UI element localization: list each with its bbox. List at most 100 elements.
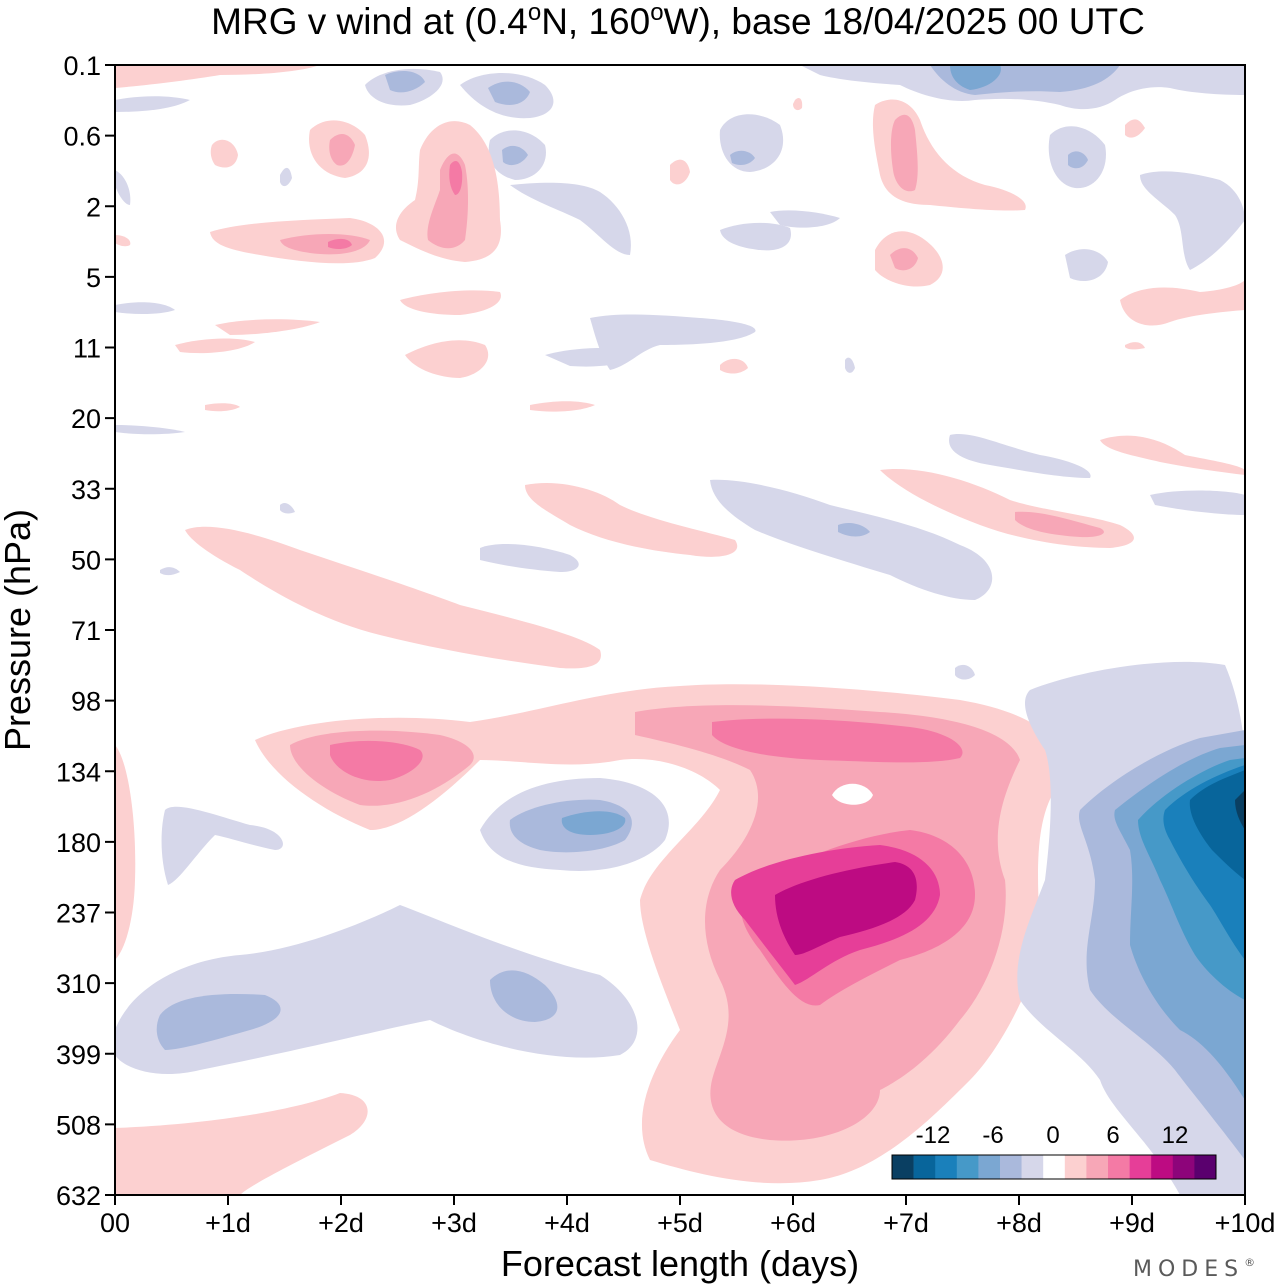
contour-region [955,664,975,680]
colorbar-swatch [1043,1155,1066,1179]
x-tick-label: +8d [996,1208,1042,1238]
colorbar-swatch [913,1155,936,1179]
contour-region [890,114,918,192]
y-axis-label: Pressure (hPa) [0,509,38,751]
y-tick-label: 2 [86,192,101,222]
contour-region [449,160,463,195]
contour-region [329,133,355,166]
y-axis: 0.1 0.6 2 5 11 20 33 50 71 98 134 180 237 310 399 508 63… [56,51,115,1211]
y-tick-label: 71 [71,616,101,646]
colorbar-swatch [956,1155,979,1179]
chart-title: MRG v wind at (0.4oN, 160oW), base 18/04… [211,0,1145,42]
x-axis: 00 +1d +2d +3d +4d +5d +6d +7d +8d +9d +10d [100,1195,1275,1238]
contour-region [1125,119,1145,138]
contour-region [175,338,255,354]
contour-region [115,302,175,315]
contour-region [210,139,238,168]
contour-region [115,170,131,205]
contour-region [793,97,803,111]
y-tick-label: 33 [71,475,101,505]
contour-region [832,783,873,805]
contour-region [205,403,240,412]
y-tick-label: 11 [73,334,101,364]
colorbar-swatch [1000,1155,1022,1179]
colorbar-label: -12 [916,1122,951,1149]
contour-region [400,290,501,315]
contour-region [530,401,595,412]
contour-region [730,150,755,166]
x-tick-label: +10d [1215,1208,1276,1238]
colorbar-label: 6 [1106,1122,1119,1149]
x-tick-label: +5d [657,1208,703,1238]
contour-region [160,567,180,576]
contour-region [280,167,292,187]
y-tick-label: 237 [56,899,101,929]
contour-region [949,434,1091,478]
x-tick-label: +1d [205,1208,251,1238]
x-tick-label: +7d [883,1208,929,1238]
contour-region [670,159,690,185]
contour-region [890,248,918,271]
contour-region [1235,790,1245,830]
colorbar-label: 12 [1162,1122,1189,1149]
contour-region [525,482,738,557]
contour-region [561,811,626,835]
y-tick-label: 98 [71,687,101,717]
colorbar-swatch [1086,1155,1109,1179]
contour-region [1120,280,1245,326]
contour-region [770,210,840,228]
y-tick-label: 0.6 [63,122,101,152]
contour-region [115,1093,368,1195]
x-tick-label: +6d [770,1208,816,1238]
contour-region [330,740,423,781]
y-tick-label: 310 [56,969,101,999]
y-tick-label: 5 [86,263,101,293]
x-tick-label: +2d [318,1208,364,1238]
y-tick-label: 0.1 [63,51,101,81]
contour-region [280,234,370,255]
colorbar-frame [891,1154,1217,1180]
colorbar: -12 -6 0 6 12 [891,1122,1217,1180]
contour-region [545,348,640,367]
x-tick-label: +4d [544,1208,590,1238]
x-tick-label: +3d [431,1208,477,1238]
contour-region [385,70,425,93]
colorbar-swatch [1108,1155,1130,1179]
contour-fills [115,65,1245,1195]
colorbar-swatch [1172,1155,1195,1179]
contour-region [328,238,352,250]
colorbar-swatch [978,1155,1001,1179]
contour-region [115,905,638,1075]
contour-region [405,340,489,378]
contour-region [1140,171,1245,270]
contour-region [1125,342,1145,350]
contour-region [161,806,283,885]
contour-region [1100,435,1245,475]
colorbar-swatch [892,1155,914,1179]
colorbar-swatch [1129,1155,1152,1179]
colorbar-label: 0 [1046,1122,1059,1149]
contour-region [502,145,528,166]
contour-region [115,65,320,88]
contour-region [720,222,791,251]
contour-region [775,862,917,955]
contour-region [710,479,993,600]
contour-region [1065,249,1108,282]
modes-logo: MODES® [1133,1256,1261,1282]
contour-region [1068,151,1088,169]
x-axis-label: Forecast length (days) [501,1243,859,1284]
contour-region [845,357,855,373]
colorbar-swatch [1021,1155,1044,1179]
y-tick-label: 508 [56,1110,101,1140]
contour-region [488,81,530,105]
colorbar-label: -6 [982,1122,1003,1149]
colorbar-swatch [1064,1155,1087,1179]
contour-region [115,96,190,112]
x-tick-label: 00 [100,1208,130,1238]
contour-region [950,65,1001,90]
y-tick-label: 134 [56,757,101,787]
colorbar-swatch [1151,1155,1174,1179]
y-tick-label: 399 [56,1040,101,1070]
contour-region [1189,770,1245,880]
